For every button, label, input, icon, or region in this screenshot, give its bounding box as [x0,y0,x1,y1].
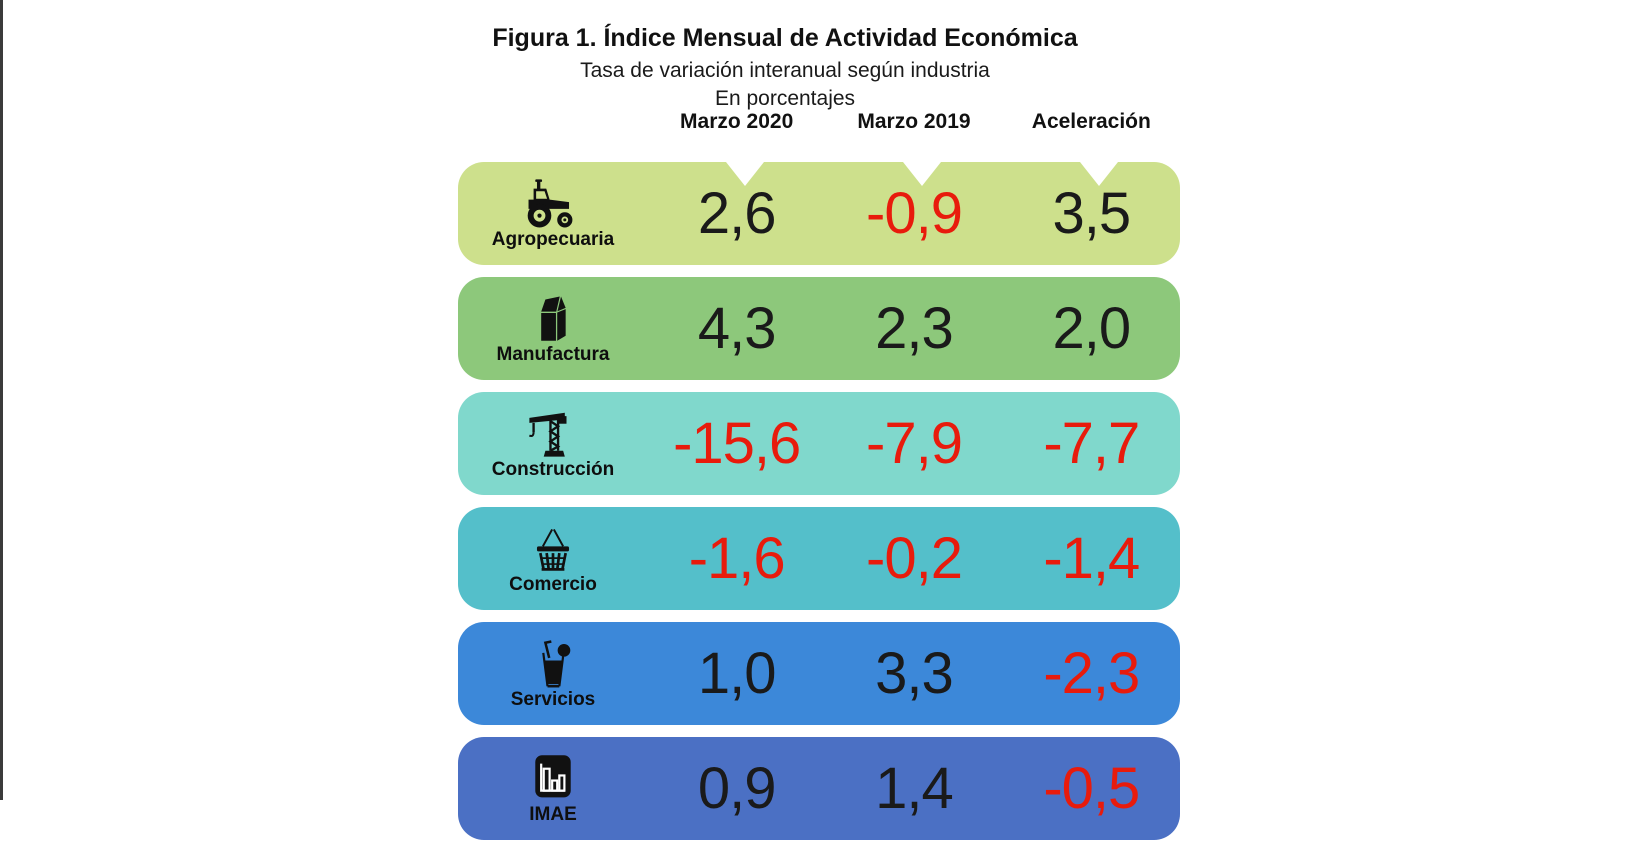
category-label: Construcción [491,459,615,480]
row-manufactura: Manufactura 4,3 2,3 2,0 [458,277,1180,380]
figure-header: Figura 1. Índice Mensual de Actividad Ec… [360,24,1210,111]
bar-chart-icon [535,755,571,798]
column-header-marzo-2020: Marzo 2020 [680,110,794,133]
row-imae: IMAE 0,9 1,4 -0,5 [458,737,1180,840]
value-marzo-2019: -0,9 [866,180,963,246]
value-aceleracion: 2,0 [1052,295,1132,361]
value-marzo-2020: 2,6 [697,180,777,246]
tractor-icon [527,179,573,228]
value-aceleracion: 3,5 [1052,180,1132,246]
value-marzo-2020: -1,6 [688,525,786,591]
value-aceleracion: -0,5 [1043,755,1140,821]
crane-icon [528,412,567,457]
header-pointer-notch [1080,162,1118,186]
value-marzo-2019: 2,3 [875,295,954,361]
category-label: Manufactura [496,344,610,365]
value-marzo-2020: -15,6 [673,410,801,476]
value-marzo-2019: -0,2 [866,525,963,591]
figure-unit-label: En porcentajes [714,86,856,110]
category-cell: Construcción [458,408,648,479]
value-marzo-2020: 0,9 [697,755,777,821]
figure-title: Figura 1. Índice Mensual de Actividad Ec… [492,24,1078,52]
industry-rows: Agropecuaria 2,6 -0,9 3,5 Manufactura 4,… [458,162,1180,840]
category-label: Servicios [510,689,596,710]
value-marzo-2019: -7,9 [866,410,963,476]
column-headers: Marzo 2020 Marzo 2019 Aceleración [458,110,1180,134]
category-label: Comercio [509,574,597,595]
page-left-border [0,0,3,800]
value-aceleracion: -7,7 [1043,410,1140,476]
drink-icon [542,640,571,688]
category-cell: Comercio [458,523,648,594]
row-construccion: Construcción -15,6 -7,9 -7,7 [458,392,1180,495]
value-aceleracion: -1,4 [1043,525,1140,591]
value-marzo-2019: 3,3 [875,640,954,706]
category-cell: IMAE [458,753,648,824]
column-header-marzo-2019: Marzo 2019 [857,110,971,133]
header-pointer-notch [726,162,764,186]
category-label: IMAE [529,804,577,825]
category-cell: Agropecuaria [458,178,648,249]
value-marzo-2020: 1,0 [697,640,777,706]
category-label: Agropecuaria [491,229,615,250]
column-header-aceleracion: Aceleración [1031,110,1151,133]
row-comercio: Comercio -1,6 -0,2 -1,4 [458,507,1180,610]
row-agropecuaria: Agropecuaria 2,6 -0,9 3,5 [458,162,1180,265]
value-marzo-2020: 4,3 [697,295,777,361]
value-marzo-2019: 1,4 [875,755,954,821]
row-servicios: Servicios 1,0 3,3 -2,3 [458,622,1180,725]
value-aceleracion: -2,3 [1043,640,1140,706]
figure-subtitle: Tasa de variación interanual según indus… [580,58,990,82]
header-spacer [458,110,648,134]
shopping-basket-icon [536,528,570,571]
header-pointer-notch [903,162,941,186]
milk-carton-icon [541,296,566,341]
category-cell: Servicios [458,638,648,709]
category-cell: Manufactura [458,293,648,364]
